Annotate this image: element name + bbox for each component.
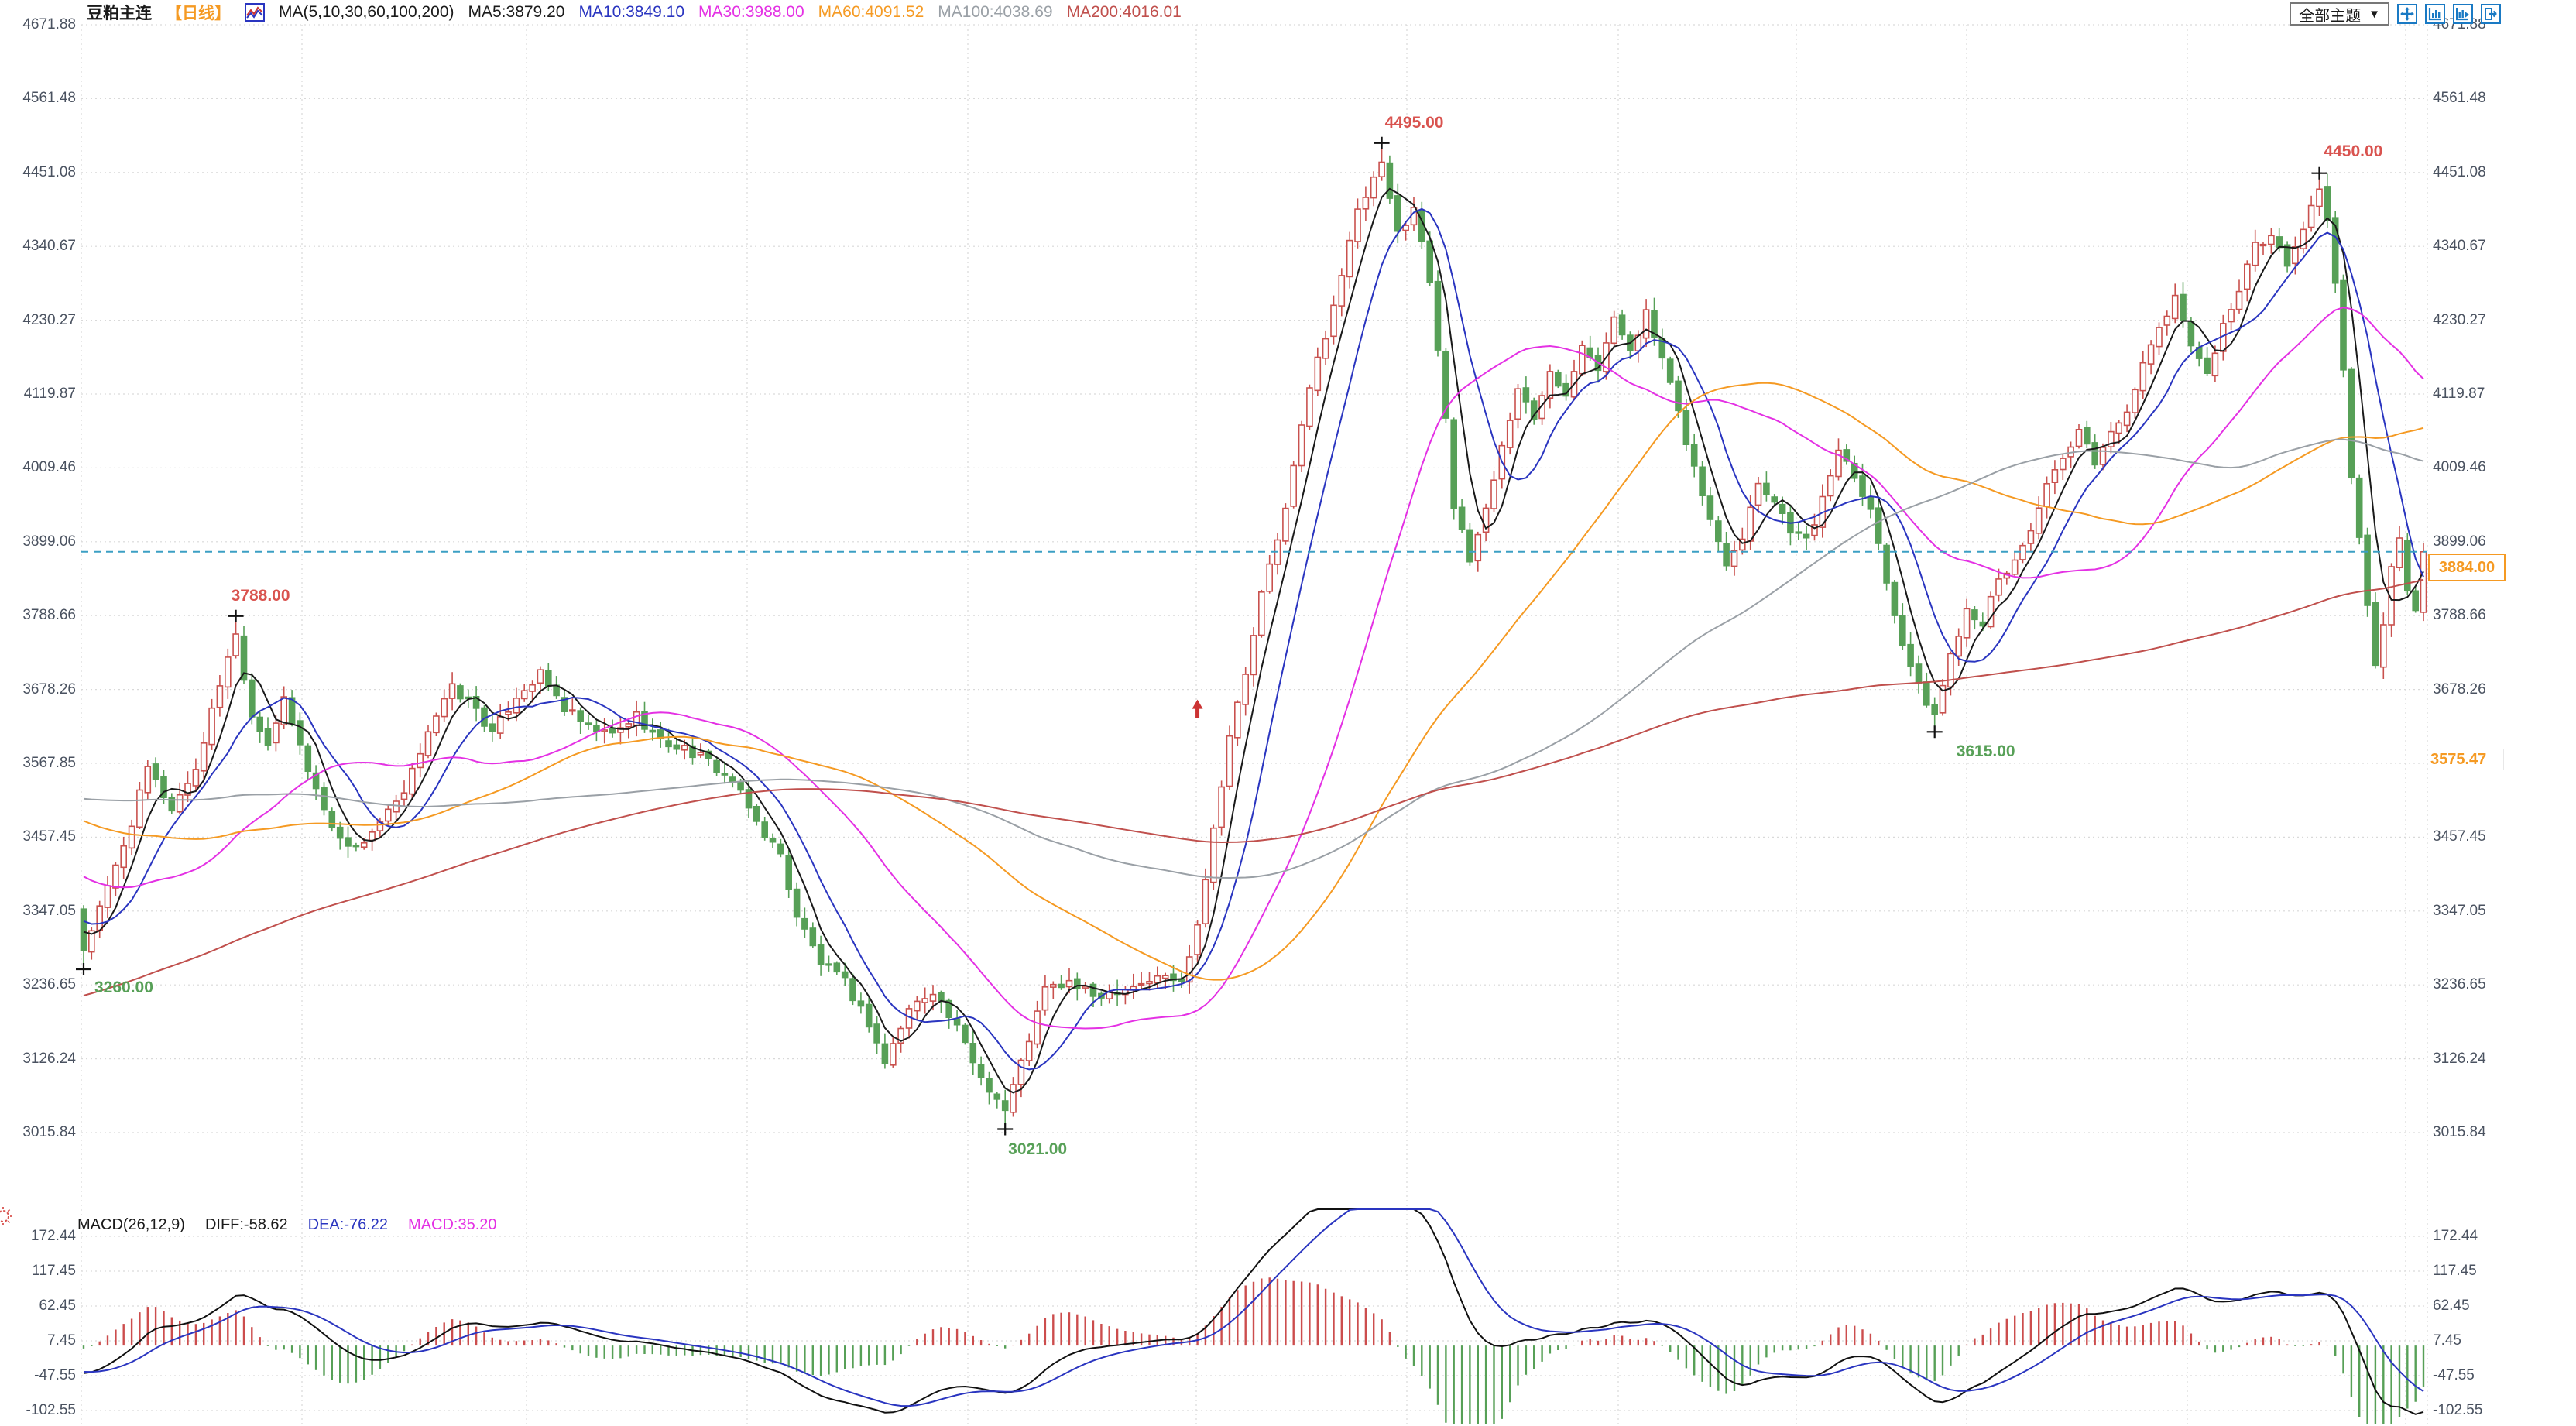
price-annotation: 3615.00 [1956, 742, 2015, 761]
y-axis-label: 3126.24 [2433, 1050, 2486, 1067]
chart-pane-left-icon [2428, 8, 2441, 21]
pop-out-button[interactable] [2481, 4, 2501, 24]
y-axis-label: 3899.06 [22, 533, 76, 550]
ma60-value: MA60:4091.52 [818, 3, 924, 21]
macd-hist-value: MACD:35.20 [408, 1216, 497, 1233]
pop-out-icon [2485, 8, 2497, 20]
y-axis-label: 3678.26 [2433, 680, 2486, 698]
price-annotation: 4495.00 [1384, 113, 1444, 132]
theme-dropdown[interactable]: 全部主题 ▼ [2290, 2, 2389, 26]
y-axis-label: 4119.87 [23, 385, 76, 402]
y-axis-label: 3678.26 [22, 680, 76, 698]
y-axis-label: 3899.06 [2433, 533, 2486, 550]
chart-legend: 豆粕主连 【日线】 MA(5,10,30,60,100,200) MA5:387… [87, 2, 1182, 23]
y-axis-label: 4671.88 [22, 16, 76, 33]
y-axis-label: 3457.45 [2433, 828, 2486, 845]
instrument-title: 豆粕主连 [87, 5, 152, 22]
y-axis-label: 4340.67 [2433, 238, 2486, 255]
y-axis-label: 3126.24 [22, 1050, 76, 1067]
y-axis-label: 3015.84 [22, 1124, 76, 1140]
price-annotation: 3021.00 [1008, 1140, 1068, 1158]
y-axis-label: 117.45 [32, 1263, 76, 1279]
move-crosshair-button[interactable] [2397, 4, 2417, 24]
chevron-down-icon: ▼ [2368, 7, 2380, 21]
y-axis-label: 4451.08 [22, 163, 76, 180]
y-axis-label: 4230.27 [22, 311, 76, 328]
price-annotation: 3260.00 [94, 979, 153, 997]
price-annotation: 4450.00 [2324, 142, 2383, 160]
ma100-value: MA100:4038.69 [938, 3, 1053, 21]
y-axis-label: 4561.48 [2433, 90, 2486, 107]
price-annotation: 3788.00 [231, 586, 290, 605]
y-axis-label: 3236.65 [22, 976, 76, 993]
y-axis-label: 62.45 [39, 1297, 76, 1314]
ma5-value: MA5:3879.20 [468, 3, 565, 21]
y-axis-label: 4119.87 [2433, 385, 2485, 402]
y-axis-label: 3236.65 [2433, 976, 2486, 993]
y-axis-label: 7.45 [47, 1332, 76, 1349]
sun-marker-icon [0, 1206, 13, 1230]
y-axis-label: 3015.84 [2433, 1124, 2486, 1140]
y-axis-label: 7.45 [2433, 1332, 2461, 1349]
chart-pane-left-button[interactable] [2425, 4, 2445, 24]
reference-price-label: 3575.47 [2430, 749, 2504, 771]
y-axis-label: -102.55 [26, 1402, 76, 1419]
period-label: 【日线】 [166, 5, 231, 22]
last-price-badge: 3884.00 [2428, 553, 2506, 581]
move-crosshair-icon [2400, 7, 2414, 21]
macd-diff-value: DIFF:-58.62 [204, 1216, 288, 1233]
chart-pane-right-icon [2456, 8, 2469, 21]
y-axis-label: -102.55 [2433, 1402, 2483, 1419]
y-axis-label: 62.45 [2433, 1297, 2470, 1314]
ma-group-label: MA(5,10,30,60,100,200) [279, 3, 454, 21]
y-axis-label: 3457.45 [22, 828, 76, 845]
y-axis-label: 4009.46 [22, 459, 76, 476]
y-axis-label: 3788.66 [22, 607, 76, 624]
y-axis-label: 4451.08 [2433, 163, 2486, 180]
y-axis-label: 4009.46 [2433, 459, 2486, 476]
ma10-value: MA10:3849.10 [578, 3, 685, 21]
y-axis-label: 172.44 [2433, 1228, 2478, 1244]
candlestick-chart-icon [245, 3, 265, 22]
theme-dropdown-label: 全部主题 [2299, 7, 2362, 25]
y-axis-label: 3567.85 [22, 755, 76, 771]
macd-legend: MACD(26,12,9) DIFF:-58.62 DEA:-76.22 MAC… [77, 1216, 497, 1234]
macd-dea-value: DEA:-76.22 [307, 1216, 389, 1233]
chart-pane-right-button[interactable] [2453, 4, 2473, 24]
macd-params-label: MACD(26,12,9) [77, 1216, 185, 1233]
ma30-value: MA30:3988.00 [698, 3, 804, 21]
y-axis-label: 4340.67 [22, 238, 76, 255]
y-axis-label: 4561.48 [22, 90, 76, 107]
y-axis-label: 3347.05 [22, 902, 76, 919]
ma200-value: MA200:4016.01 [1066, 3, 1182, 21]
y-axis-label: 117.45 [2433, 1263, 2477, 1279]
y-axis-label: -47.55 [2433, 1367, 2475, 1384]
y-axis-label: 3788.66 [2433, 607, 2486, 624]
chart-toolbar: 全部主题 ▼ [2290, 2, 2501, 26]
y-axis-label: 4230.27 [2433, 311, 2486, 328]
y-axis-label: -47.55 [34, 1367, 76, 1384]
y-axis-label: 3347.05 [2433, 902, 2486, 919]
y-axis-label: 172.44 [30, 1228, 76, 1244]
